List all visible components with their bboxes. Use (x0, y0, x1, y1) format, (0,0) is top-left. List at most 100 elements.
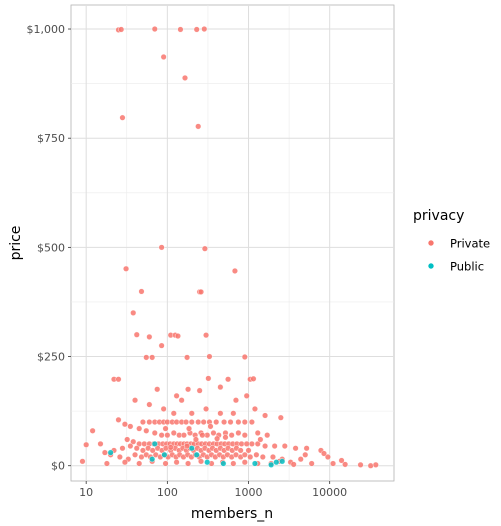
point-private (185, 460, 192, 467)
point-private (118, 26, 125, 33)
point-private (184, 354, 191, 361)
point-private (217, 384, 224, 391)
point-private (251, 405, 258, 412)
point-private (178, 397, 185, 404)
point-private (183, 419, 190, 426)
point-private (277, 414, 284, 421)
data-points (79, 26, 379, 469)
point-private (127, 443, 134, 450)
point-private (237, 447, 244, 454)
y-tick-label: $1,000 (27, 23, 66, 36)
y-tick-label: $250 (37, 351, 65, 364)
point-private (241, 451, 248, 458)
point-private (205, 375, 212, 382)
point-private (199, 432, 206, 439)
point-private (253, 451, 260, 458)
point-private (245, 447, 252, 454)
point-private (269, 453, 276, 460)
point-public (279, 458, 286, 465)
point-private (342, 461, 349, 468)
point-private (146, 401, 153, 408)
point-private (290, 461, 297, 468)
point-private (338, 457, 345, 464)
point-private (79, 458, 86, 465)
point-private (302, 451, 309, 458)
x-tick-label: 10 (79, 486, 93, 499)
point-private (203, 332, 210, 339)
point-private (241, 419, 248, 426)
point-public (268, 461, 275, 468)
point-private (203, 405, 210, 412)
point-private (143, 427, 150, 434)
x-tick-label: 100 (157, 486, 178, 499)
point-public (161, 451, 168, 458)
point-private (162, 460, 169, 467)
point-private (174, 333, 181, 340)
point-private (210, 429, 217, 436)
point-private (164, 432, 171, 439)
point-public (107, 449, 114, 456)
point-private (132, 451, 139, 458)
point-public (188, 445, 195, 452)
point-private (367, 462, 374, 469)
point-private (230, 460, 237, 467)
point-private (257, 436, 264, 443)
point-private (116, 453, 123, 460)
point-private (271, 443, 278, 450)
x-axis-title: members_n (191, 506, 273, 522)
point-private (162, 425, 169, 432)
point-private (238, 440, 245, 447)
point-private (170, 429, 177, 436)
point-private (160, 405, 167, 412)
point-private (173, 459, 180, 466)
point-private (241, 459, 248, 466)
point-private (372, 461, 379, 468)
point-private (230, 410, 237, 417)
point-private (308, 460, 315, 467)
point-private (139, 447, 146, 454)
point-private (158, 342, 165, 349)
legend-label-private: Private (450, 237, 490, 251)
point-private (225, 376, 232, 383)
point-private (201, 26, 208, 33)
point-public (204, 459, 211, 466)
point-private (132, 397, 139, 404)
point-private (324, 453, 331, 460)
point-private (185, 386, 192, 393)
point-private (198, 288, 205, 295)
point-public (273, 459, 280, 466)
point-private (207, 423, 214, 430)
point-private (119, 114, 126, 121)
point-private (103, 460, 110, 467)
point-private (247, 453, 254, 460)
y-axis-ticks: $0 $250 $500 $750 $1,000 (27, 23, 71, 473)
point-private (97, 440, 104, 447)
point-private (357, 461, 364, 468)
point-public (193, 451, 200, 458)
point-private (186, 425, 193, 432)
point-private (227, 419, 234, 426)
point-private (330, 460, 337, 467)
point-private (151, 429, 158, 436)
point-public (151, 440, 158, 447)
point-private (196, 387, 203, 394)
point-private (173, 419, 180, 426)
point-private (235, 429, 242, 436)
point-private (89, 427, 96, 434)
point-private (146, 419, 153, 426)
point-private (143, 354, 150, 361)
y-tick-label: $750 (37, 132, 65, 145)
point-private (214, 435, 221, 442)
point-private (213, 419, 220, 426)
point-public (149, 456, 156, 463)
legend-swatch-private (427, 239, 435, 247)
point-private (177, 26, 184, 33)
point-private (141, 440, 148, 447)
y-axis-title: price (8, 226, 24, 261)
point-private (254, 429, 261, 436)
point-private (221, 419, 228, 426)
point-public (220, 460, 227, 467)
point-private (198, 458, 205, 465)
point-private (195, 123, 202, 130)
